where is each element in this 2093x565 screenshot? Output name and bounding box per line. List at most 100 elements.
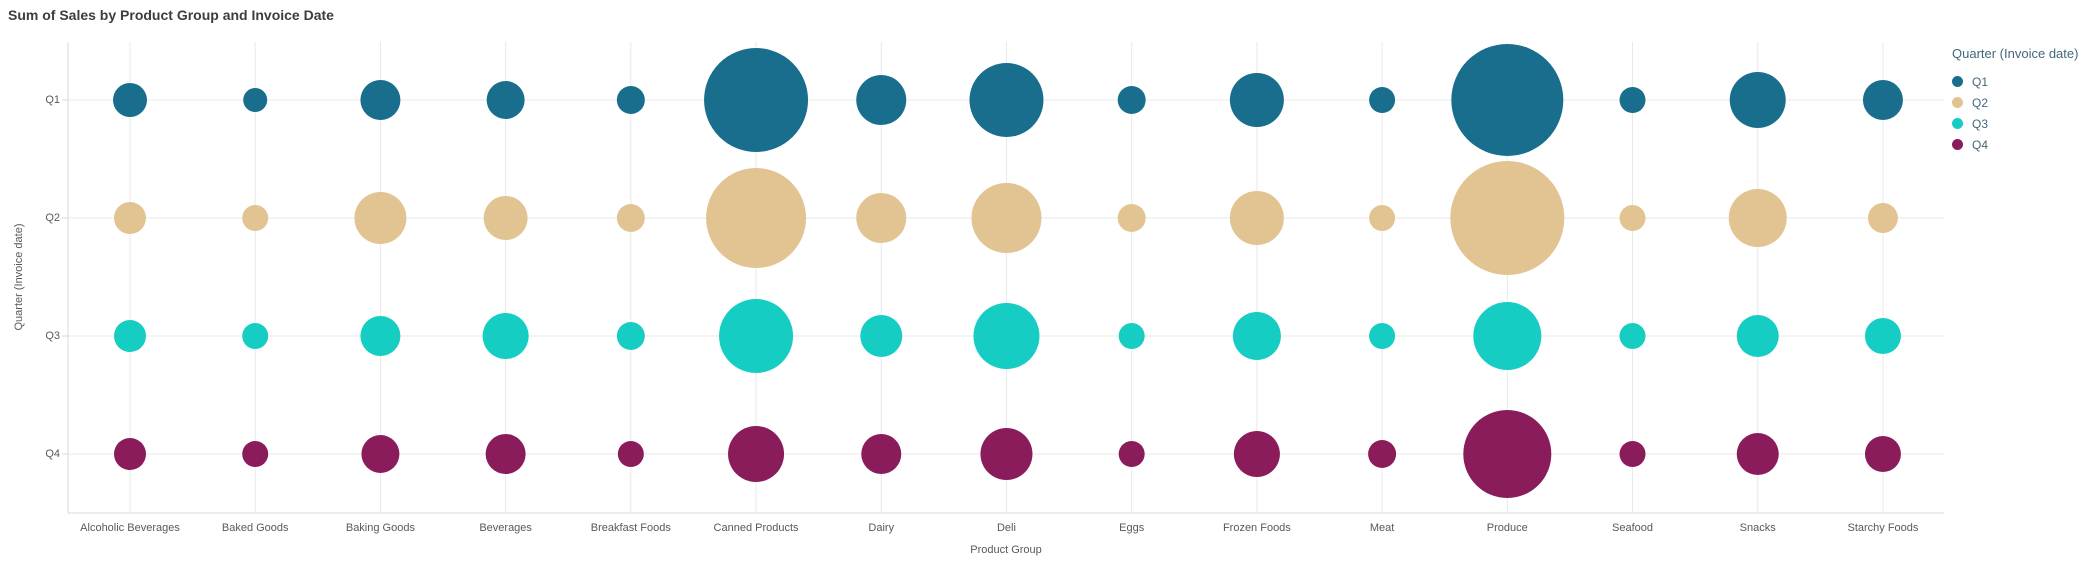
bubble-meat-q2[interactable]	[1369, 205, 1396, 231]
bubble-breakfast-foods-q2[interactable]	[616, 204, 645, 232]
bubble-eggs-q1[interactable]	[1117, 86, 1146, 114]
x-tick-breakfast-foods[interactable]: Breakfast Foods	[590, 522, 671, 534]
legend-item-q4[interactable]: Q4	[1952, 134, 2078, 155]
bubble-baked-goods-q2[interactable]	[242, 205, 269, 231]
bubble-breakfast-foods-q4[interactable]	[617, 441, 644, 467]
legend-item-q1[interactable]: Q1	[1952, 71, 2078, 92]
y-axis-title: Quarter (Invoice date)	[13, 223, 25, 331]
x-tick-seafood[interactable]: Seafood	[1612, 522, 1654, 534]
bubble-frozen-foods-q3[interactable]	[1232, 312, 1281, 360]
y-tick-q3[interactable]: Q3	[45, 330, 60, 342]
bubble-alcoholic-beverages-q2[interactable]	[114, 202, 146, 234]
bubble-dairy-q2[interactable]	[856, 193, 907, 243]
bubble-deli-q3[interactable]	[973, 303, 1040, 369]
bubble-beverages-q4[interactable]	[485, 434, 526, 474]
x-tick-snacks[interactable]: Snacks	[1739, 522, 1776, 534]
legend: Quarter (Invoice date) Q1 Q2 Q3 Q4	[1952, 46, 2078, 155]
bubble-frozen-foods-q4[interactable]	[1233, 431, 1280, 477]
legend-item-q2[interactable]: Q2	[1952, 92, 2078, 113]
bubble-beverages-q1[interactable]	[486, 81, 525, 119]
bubble-seafood-q4[interactable]	[1619, 441, 1646, 467]
bubble-baked-goods-q4[interactable]	[242, 441, 269, 467]
x-tick-baked-goods[interactable]: Baked Goods	[221, 522, 289, 534]
x-tick-produce[interactable]: Produce	[1486, 522, 1528, 534]
bubble-baking-goods-q4[interactable]	[361, 435, 400, 473]
x-tick-deli[interactable]: Deli	[996, 522, 1016, 534]
bubble-alcoholic-beverages-q3[interactable]	[114, 320, 146, 352]
bubble-frozen-foods-q2[interactable]	[1229, 191, 1284, 245]
legend-title: Quarter (Invoice date)	[1952, 46, 2079, 61]
bubble-alcoholic-beverages-q4[interactable]	[114, 438, 146, 470]
x-tick-baking-goods[interactable]: Baking Goods	[345, 522, 415, 534]
x-tick-dairy[interactable]: Dairy	[868, 522, 895, 534]
x-tick-canned-products[interactable]: Canned Products	[713, 522, 799, 534]
bubble-eggs-q4[interactable]	[1118, 441, 1145, 467]
bubble-produce-q3[interactable]	[1473, 302, 1542, 370]
bubble-baked-goods-q3[interactable]	[242, 323, 269, 349]
bubble-frozen-foods-q1[interactable]	[1229, 73, 1284, 127]
bubble-seafood-q2[interactable]	[1619, 205, 1646, 231]
legend-item-label: Q4	[1972, 137, 1989, 152]
bubble-produce-q4[interactable]	[1463, 410, 1552, 498]
bubble-dairy-q3[interactable]	[860, 315, 903, 357]
bubble-deli-q1[interactable]	[969, 63, 1044, 137]
bubble-canned-products-q1[interactable]	[704, 48, 809, 152]
bubble-baking-goods-q1[interactable]	[360, 80, 401, 120]
bubble-produce-q2[interactable]	[1450, 161, 1565, 275]
bubble-meat-q1[interactable]	[1369, 87, 1396, 113]
bubble-produce-q1[interactable]	[1451, 44, 1564, 156]
y-tick-q4[interactable]: Q4	[45, 448, 60, 460]
x-tick-beverages[interactable]: Beverages	[479, 522, 532, 534]
legend-item-label: Q1	[1972, 74, 1989, 89]
bubble-seafood-q3[interactable]	[1619, 323, 1646, 349]
axis-lines	[62, 42, 1944, 514]
legend-item-q3[interactable]: Q3	[1952, 113, 2078, 134]
bubble-canned-products-q4[interactable]	[728, 426, 785, 482]
x-axis-title: Product Group	[970, 544, 1042, 556]
bubble-canned-products-q2[interactable]	[706, 168, 807, 268]
y-tick-q2[interactable]: Q2	[45, 212, 60, 224]
bubble-snacks-q3[interactable]	[1736, 315, 1779, 357]
bubble-starchy-foods-q2[interactable]	[1867, 203, 1898, 233]
bubble-breakfast-foods-q1[interactable]	[616, 86, 645, 114]
bubble-dairy-q4[interactable]	[861, 434, 902, 474]
bubble-dairy-q1[interactable]	[856, 75, 907, 125]
bubble-eggs-q3[interactable]	[1118, 323, 1145, 349]
x-tick-frozen-foods[interactable]: Frozen Foods	[1222, 522, 1291, 534]
bubble-starchy-foods-q1[interactable]	[1862, 80, 1903, 120]
bubble-snacks-q2[interactable]	[1728, 189, 1787, 247]
bubble-meat-q3[interactable]	[1369, 323, 1396, 349]
x-tick-starchy-foods[interactable]: Starchy Foods	[1847, 522, 1919, 534]
bubble-deli-q2[interactable]	[971, 183, 1042, 253]
legend-dot-q2	[1952, 97, 1963, 108]
bubble-alcoholic-beverages-q1[interactable]	[113, 83, 147, 117]
bubble-baking-goods-q3[interactable]	[360, 316, 401, 356]
bubble-snacks-q1[interactable]	[1729, 72, 1786, 128]
x-tick-meat[interactable]: Meat	[1369, 522, 1395, 534]
legend-item-label: Q2	[1972, 95, 1989, 110]
legend-item-label: Q3	[1972, 116, 1989, 131]
bubble-canned-products-q3[interactable]	[719, 299, 794, 373]
bubble-meat-q4[interactable]	[1368, 440, 1397, 468]
bubble-baked-goods-q1[interactable]	[243, 88, 268, 112]
bubble-eggs-q2[interactable]	[1117, 204, 1146, 232]
bubble-beverages-q3[interactable]	[482, 313, 529, 359]
y-tick-q1[interactable]: Q1	[45, 94, 60, 106]
bubbles	[113, 44, 1903, 498]
legend-dot-q3	[1952, 118, 1963, 129]
bubble-starchy-foods-q3[interactable]	[1864, 318, 1901, 354]
bubble-deli-q4[interactable]	[980, 428, 1033, 480]
bubble-baking-goods-q2[interactable]	[354, 192, 407, 244]
x-tick-eggs[interactable]: Eggs	[1119, 522, 1145, 534]
bubble-starchy-foods-q4[interactable]	[1864, 436, 1901, 472]
chart-title: Sum of Sales by Product Group and Invoic…	[8, 7, 334, 23]
x-tick-alcoholic-beverages[interactable]: Alcoholic Beverages	[80, 522, 180, 534]
bubble-seafood-q1[interactable]	[1619, 87, 1646, 113]
bubble-breakfast-foods-q3[interactable]	[616, 322, 645, 350]
legend-dot-q4	[1952, 139, 1963, 150]
legend-dot-q1	[1952, 76, 1963, 87]
bubble-beverages-q2[interactable]	[483, 196, 528, 240]
bubble-snacks-q4[interactable]	[1736, 433, 1779, 475]
